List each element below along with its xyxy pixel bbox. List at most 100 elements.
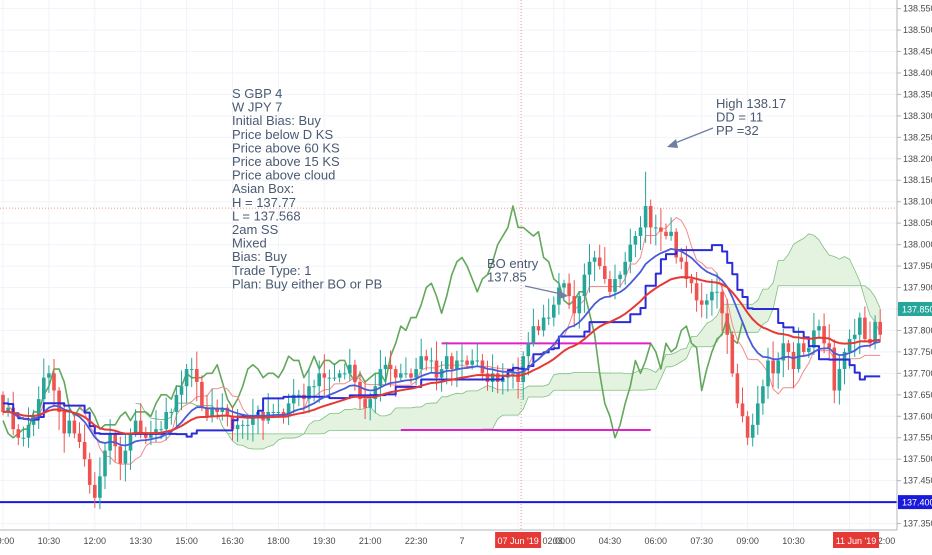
candle[interactable] bbox=[21, 426, 26, 447]
candle-body[interactable] bbox=[291, 394, 296, 404]
candle-body[interactable] bbox=[807, 347, 811, 352]
candle-body[interactable] bbox=[822, 326, 826, 344]
candle-body[interactable] bbox=[317, 373, 321, 387]
candle-body[interactable] bbox=[715, 291, 719, 293]
candle-body[interactable] bbox=[62, 411, 66, 434]
candle[interactable] bbox=[659, 208, 663, 252]
candle-body[interactable] bbox=[531, 326, 536, 344]
candle-body[interactable] bbox=[776, 360, 780, 374]
candle[interactable] bbox=[128, 428, 133, 470]
candle-body[interactable] bbox=[276, 411, 281, 413]
candle[interactable] bbox=[475, 343, 480, 367]
candle[interactable] bbox=[87, 452, 92, 494]
candle-body[interactable] bbox=[552, 304, 556, 318]
candle-body[interactable] bbox=[863, 317, 867, 340]
candle-body[interactable] bbox=[781, 343, 786, 361]
candle-body[interactable] bbox=[332, 377, 337, 379]
candle-body[interactable] bbox=[526, 343, 531, 357]
candle-body[interactable] bbox=[409, 373, 413, 378]
candle[interactable] bbox=[664, 223, 668, 240]
candle-body[interactable] bbox=[342, 373, 347, 375]
candle-body[interactable] bbox=[149, 433, 153, 438]
candle-body[interactable] bbox=[154, 429, 158, 434]
candle[interactable] bbox=[342, 363, 347, 380]
candle-body[interactable] bbox=[444, 356, 449, 370]
candle[interactable] bbox=[98, 457, 102, 510]
candle[interactable] bbox=[541, 304, 546, 337]
candle-body[interactable] bbox=[837, 369, 842, 391]
candle[interactable] bbox=[516, 357, 520, 399]
candle-body[interactable] bbox=[613, 278, 617, 292]
candle[interactable] bbox=[684, 245, 689, 288]
candle[interactable] bbox=[251, 398, 255, 442]
candle-body[interactable] bbox=[852, 334, 857, 340]
candle-body[interactable] bbox=[123, 450, 128, 464]
time-highlight[interactable]: 11 Jun '19 bbox=[833, 532, 879, 548]
candle[interactable] bbox=[82, 424, 87, 467]
candle-body[interactable] bbox=[470, 360, 474, 365]
candle-body[interactable] bbox=[450, 356, 454, 370]
candle[interactable] bbox=[756, 385, 760, 435]
candle-body[interactable] bbox=[745, 416, 750, 438]
candle[interactable] bbox=[47, 365, 51, 393]
candle[interactable] bbox=[297, 389, 301, 407]
candle[interactable] bbox=[332, 363, 337, 382]
candle-body[interactable] bbox=[516, 373, 520, 382]
candle-body[interactable] bbox=[827, 343, 831, 348]
candle-body[interactable] bbox=[679, 257, 684, 262]
candle-body[interactable] bbox=[694, 283, 699, 301]
candle-body[interactable] bbox=[582, 274, 587, 297]
candle[interactable] bbox=[669, 217, 673, 241]
candle[interactable] bbox=[444, 341, 449, 385]
candle-body[interactable] bbox=[603, 266, 607, 279]
candle-body[interactable] bbox=[164, 411, 168, 430]
candle[interactable] bbox=[705, 293, 709, 319]
candle[interactable] bbox=[618, 271, 622, 288]
candle[interactable] bbox=[52, 359, 56, 408]
candle[interactable] bbox=[388, 350, 393, 388]
candle-body[interactable] bbox=[327, 377, 332, 379]
candle[interactable] bbox=[337, 369, 342, 383]
candle-body[interactable] bbox=[638, 227, 643, 237]
candle[interactable] bbox=[189, 357, 194, 388]
candle[interactable] bbox=[93, 472, 97, 508]
candle-body[interactable] bbox=[6, 407, 10, 412]
candle-body[interactable] bbox=[720, 291, 724, 314]
candle-body[interactable] bbox=[220, 407, 225, 412]
candle[interactable] bbox=[36, 386, 41, 429]
candle[interactable] bbox=[720, 283, 724, 332]
candle-body[interactable] bbox=[465, 360, 469, 365]
candle[interactable] bbox=[740, 387, 745, 423]
candle[interactable] bbox=[623, 252, 627, 285]
candle-body[interactable] bbox=[740, 403, 745, 417]
candle[interactable] bbox=[373, 373, 378, 414]
candle[interactable] bbox=[195, 351, 199, 402]
candle-body[interactable] bbox=[174, 394, 179, 412]
candle-body[interactable] bbox=[205, 407, 209, 417]
candle-body[interactable] bbox=[858, 317, 862, 335]
candle-body[interactable] bbox=[643, 205, 648, 228]
candle-body[interactable] bbox=[144, 433, 148, 438]
candle[interactable] bbox=[399, 363, 403, 382]
candle[interactable] bbox=[552, 296, 556, 327]
candle-body[interactable] bbox=[368, 399, 372, 408]
candle-body[interactable] bbox=[475, 360, 480, 362]
candle[interactable] bbox=[786, 339, 791, 370]
candle[interactable] bbox=[628, 228, 633, 274]
candle-body[interactable] bbox=[873, 321, 877, 344]
candle[interactable] bbox=[791, 342, 796, 389]
candle[interactable] bbox=[587, 244, 592, 293]
candle[interactable] bbox=[822, 313, 826, 354]
candle-body[interactable] bbox=[16, 429, 21, 438]
candle[interactable] bbox=[633, 231, 638, 258]
candle[interactable] bbox=[424, 349, 429, 371]
candle-body[interactable] bbox=[307, 386, 311, 400]
candle[interactable] bbox=[801, 338, 806, 357]
candle-body[interactable] bbox=[322, 373, 327, 378]
candle-body[interactable] bbox=[572, 296, 576, 314]
candle-body[interactable] bbox=[791, 351, 796, 370]
candle-body[interactable] bbox=[455, 360, 459, 370]
candle[interactable] bbox=[16, 424, 21, 446]
candle-body[interactable] bbox=[419, 356, 423, 370]
candle[interactable] bbox=[103, 442, 107, 490]
